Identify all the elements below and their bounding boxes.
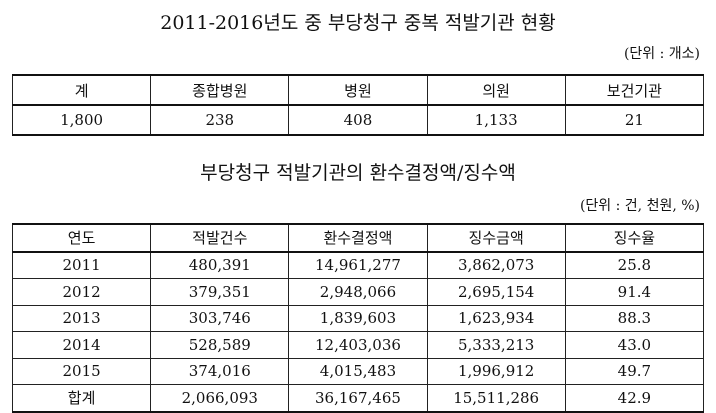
year-cell: 2013 bbox=[11, 304, 152, 332]
unit-label-amounts: (단위 : 건, 천원, %) bbox=[579, 198, 700, 214]
table-cell: 21 bbox=[564, 104, 705, 136]
table-cell: 2,066,093 bbox=[150, 384, 290, 412]
title-duplicate-institutions: 2011-2016년도 중 부당청구 중복 적발기관 현황 bbox=[160, 12, 556, 34]
table-row: 2013 303,746 1,839,603 1,623,934 88.3 bbox=[11, 304, 705, 332]
total-label-cell: 합계 bbox=[11, 384, 152, 412]
table-cell: 2,948,066 bbox=[288, 278, 428, 306]
table-cell: 238 bbox=[150, 104, 290, 136]
header-cell: 환수결정액 bbox=[288, 223, 428, 253]
table-header-row: 연도 적발건수 환수결정액 징수금액 징수율 bbox=[11, 223, 705, 253]
header-cell: 종합병원 bbox=[150, 74, 290, 106]
header-cell: 연도 bbox=[11, 223, 152, 253]
recovery-amount-table: 연도 적발건수 환수결정액 징수금액 징수율 2011 480,391 14,9… bbox=[11, 223, 705, 413]
table-cell: 1,133 bbox=[426, 104, 566, 136]
institution-count-table: 계 종합병원 병원 의원 보건기관 1,800 238 408 1,133 21 bbox=[11, 74, 705, 136]
header-cell: 병원 bbox=[288, 74, 428, 106]
table-header-row: 계 종합병원 병원 의원 보건기관 bbox=[11, 74, 705, 106]
table-cell: 2,695,154 bbox=[426, 278, 566, 306]
title-recovery-amounts: 부당청구 적발기관의 환수결정액/징수액 bbox=[200, 162, 516, 184]
table-cell: 15,511,286 bbox=[426, 384, 566, 412]
table-cell: 5,333,213 bbox=[426, 331, 566, 359]
table-cell: 14,961,277 bbox=[288, 251, 428, 279]
table-cell: 303,746 bbox=[150, 304, 290, 332]
header-cell: 계 bbox=[11, 74, 152, 106]
table-cell: 1,996,912 bbox=[426, 357, 566, 385]
table-row: 2012 379,351 2,948,066 2,695,154 91.4 bbox=[11, 278, 705, 306]
header-cell: 징수율 bbox=[564, 223, 705, 253]
table-cell: 42.9 bbox=[564, 384, 705, 412]
year-cell: 2011 bbox=[11, 251, 152, 279]
table-cell: 49.7 bbox=[564, 357, 705, 385]
table-cell: 1,839,603 bbox=[288, 304, 428, 332]
table-cell: 408 bbox=[288, 104, 428, 136]
table-cell: 528,589 bbox=[150, 331, 290, 359]
table-cell: 43.0 bbox=[564, 331, 705, 359]
table-cell: 1,800 bbox=[11, 104, 152, 136]
header-cell: 의원 bbox=[426, 74, 566, 106]
table-cell: 374,016 bbox=[150, 357, 290, 385]
table-cell: 4,015,483 bbox=[288, 357, 428, 385]
table-row: 2014 528,589 12,403,036 5,333,213 43.0 bbox=[11, 331, 705, 359]
table-row: 2011 480,391 14,961,277 3,862,073 25.8 bbox=[11, 251, 705, 279]
header-cell: 징수금액 bbox=[426, 223, 566, 253]
year-cell: 2015 bbox=[11, 357, 152, 385]
table-cell: 25.8 bbox=[564, 251, 705, 279]
table-cell: 88.3 bbox=[564, 304, 705, 332]
header-cell: 적발건수 bbox=[150, 223, 290, 253]
table-cell: 379,351 bbox=[150, 278, 290, 306]
unit-label-institutions: (단위 : 개소) bbox=[623, 46, 700, 62]
table-cell: 91.4 bbox=[564, 278, 705, 306]
table-row: 2015 374,016 4,015,483 1,996,912 49.7 bbox=[11, 357, 705, 385]
table-cell: 480,391 bbox=[150, 251, 290, 279]
table-row: 1,800 238 408 1,133 21 bbox=[11, 104, 705, 136]
table-total-row: 합계 2,066,093 36,167,465 15,511,286 42.9 bbox=[11, 384, 705, 412]
table-cell: 36,167,465 bbox=[288, 384, 428, 412]
table-cell: 1,623,934 bbox=[426, 304, 566, 332]
header-cell: 보건기관 bbox=[564, 74, 705, 106]
table-cell: 3,862,073 bbox=[426, 251, 566, 279]
table-cell: 12,403,036 bbox=[288, 331, 428, 359]
year-cell: 2014 bbox=[11, 331, 152, 359]
year-cell: 2012 bbox=[11, 278, 152, 306]
